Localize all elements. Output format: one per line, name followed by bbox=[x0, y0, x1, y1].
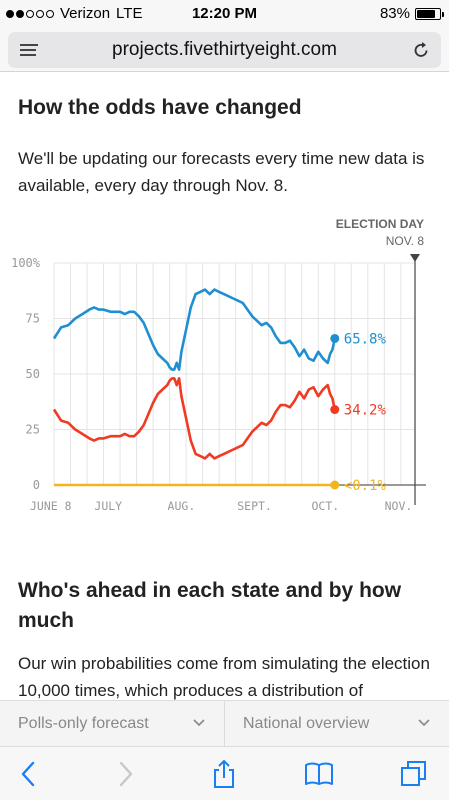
status-left: Verizon LTE bbox=[6, 5, 142, 22]
y-tick-label: 75 bbox=[26, 312, 40, 326]
status-time: 12:20 PM bbox=[191, 5, 258, 22]
tabs-icon[interactable] bbox=[399, 759, 429, 789]
view-dropdown[interactable]: National overview bbox=[224, 701, 449, 746]
url-text[interactable]: projects.fivethirtyeight.com bbox=[112, 39, 337, 60]
bookmarks-icon[interactable] bbox=[304, 759, 334, 789]
x-tick-label: OCT. bbox=[311, 499, 339, 513]
forward-icon[interactable] bbox=[110, 759, 140, 789]
address-bar[interactable]: projects.fivethirtyeight.com bbox=[8, 32, 441, 68]
y-tick-label: 0 bbox=[33, 478, 40, 492]
x-tick-label: JULY bbox=[94, 499, 122, 513]
reload-icon[interactable] bbox=[411, 40, 431, 60]
series-end-dot-yellow bbox=[330, 480, 340, 490]
election-day-title: ELECTION DAY bbox=[336, 217, 424, 231]
series-end-label-yellow: <0.1% bbox=[344, 478, 387, 494]
series-line-blue bbox=[52, 288, 337, 371]
series-end-dot-blue bbox=[330, 333, 340, 343]
section-heading: How the odds have changed bbox=[18, 96, 302, 119]
section-heading-states: Who's ahead in each state and by how muc… bbox=[18, 579, 402, 632]
share-icon[interactable] bbox=[209, 759, 239, 789]
series-end-label-blue: 65.8% bbox=[344, 331, 387, 347]
status-right: 83% bbox=[379, 5, 444, 22]
browser-address-area: projects.fivethirtyeight.com bbox=[0, 28, 449, 72]
forecast-type-label: Polls-only forecast bbox=[18, 715, 149, 732]
carrier-name: Verizon bbox=[60, 5, 111, 22]
chevron-down-icon bbox=[193, 719, 205, 727]
election-day-date: NOV. 8 bbox=[386, 234, 425, 248]
chevron-down-icon bbox=[418, 719, 430, 727]
x-tick-label: SEPT. bbox=[237, 499, 272, 513]
y-tick-label: 50 bbox=[26, 367, 40, 381]
series-line-red bbox=[52, 377, 337, 460]
status-bar: Verizon LTE 12:20 PM 83% bbox=[0, 0, 449, 28]
series-end-label-red: 34.2% bbox=[344, 403, 387, 419]
y-tick-label: 100% bbox=[11, 256, 41, 270]
odds-chart: 100% 75 50 25 0 JUNE 8 JULY AUG. SEPT. OCT. NOV. EL… bbox=[11, 217, 426, 513]
x-tick-label: AUG. bbox=[168, 499, 196, 513]
view-label: National overview bbox=[243, 715, 370, 732]
forecast-selector-bar: Polls-only forecast National overview bbox=[0, 700, 449, 747]
battery-percent: 83% bbox=[379, 5, 410, 22]
y-tick-label: 25 bbox=[26, 423, 40, 437]
network-type: LTE bbox=[116, 5, 143, 22]
series-end-dot-red bbox=[330, 405, 340, 415]
x-tick-label: JUNE 8 bbox=[30, 499, 72, 513]
menu-icon[interactable] bbox=[20, 44, 38, 56]
battery-icon bbox=[415, 7, 444, 20]
browser-toolbar bbox=[0, 747, 449, 800]
forecast-type-dropdown[interactable]: Polls-only forecast bbox=[0, 701, 224, 746]
back-icon[interactable] bbox=[14, 759, 44, 789]
section-paragraph: Our win probabilities come from simulati… bbox=[18, 654, 430, 700]
intro-paragraph: We'll be updating our forecasts every ti… bbox=[18, 149, 425, 195]
election-day-marker-icon bbox=[410, 254, 420, 262]
signal-strength-icon bbox=[6, 9, 54, 18]
x-tick-label: NOV. bbox=[385, 499, 413, 513]
